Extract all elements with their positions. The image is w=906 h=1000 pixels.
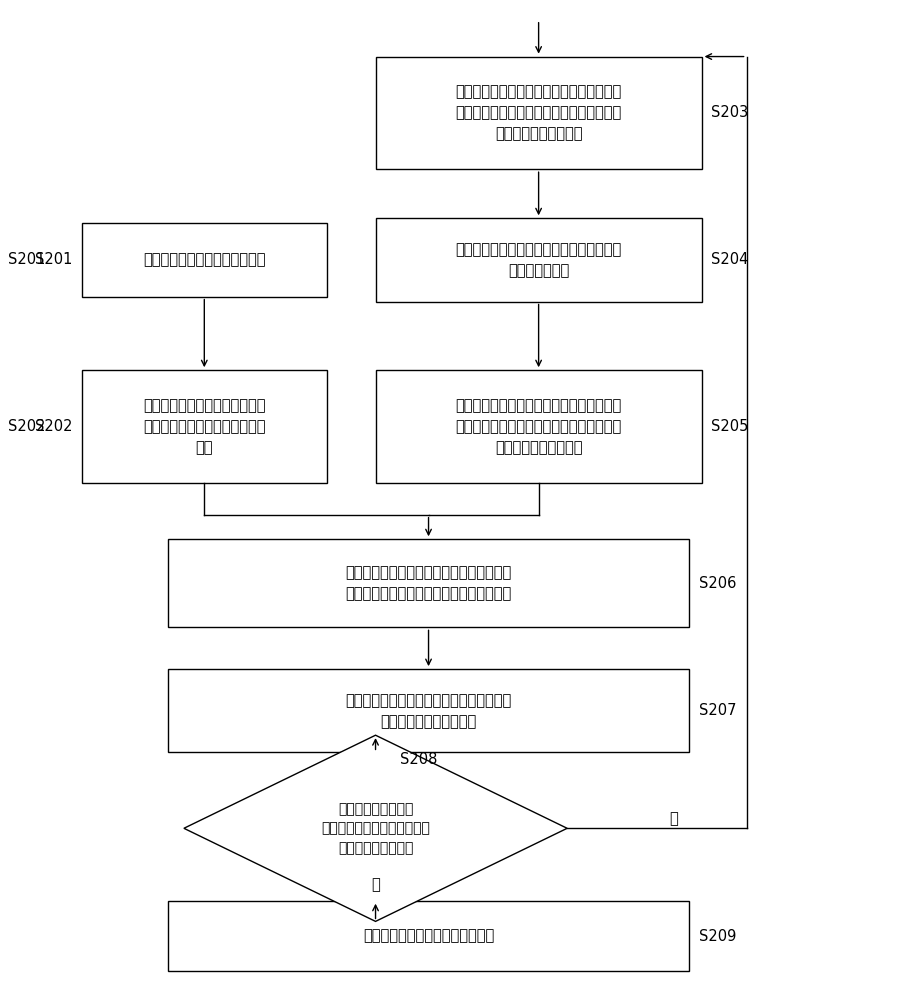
Text: 根据每个单元的风速、每个单元的法向和每
个单元的面积，确定各风力发电机组的叶轮
迎风面的当前等效风速: 根据每个单元的风速、每个单元的法向和每 个单元的面积，确定各风力发电机组的叶轮 … [456, 84, 622, 141]
Text: S202: S202 [34, 419, 72, 434]
Bar [168, 669, 689, 752]
Text: 根据各风力发电机组排布信息，将各风力发
电机组的当前推力对应增加到致动盘网格中: 根据各风力发电机组排布信息，将各风力发 电机组的当前推力对应增加到致动盘网格中 [345, 565, 512, 601]
Bar [375, 57, 701, 169]
Text: 根据预存的流场控制方程，确定各风力发电
机组的当前候选尾流流场: 根据预存的流场控制方程，确定各风力发电 机组的当前候选尾流流场 [345, 693, 512, 729]
Text: S202: S202 [8, 419, 45, 434]
Text: S206: S206 [699, 576, 737, 591]
Text: 确定当前的候选尾流
流场与上一次候选尾流流场的
偏差是否小于预设值: 确定当前的候选尾流 流场与上一次候选尾流流场的 偏差是否小于预设值 [321, 802, 430, 855]
Bar [375, 218, 701, 302]
Bar [82, 370, 326, 483]
Text: S209: S209 [699, 929, 737, 944]
Text: 根据致动盘扇区和预存的各风力
发电机组排布信息，确定致动盘
网格: 根据致动盘扇区和预存的各风力 发电机组排布信息，确定致动盘 网格 [143, 398, 265, 455]
Text: 是: 是 [371, 877, 380, 892]
Bar [168, 901, 689, 971]
Bar [375, 370, 701, 483]
Text: S204: S204 [711, 252, 749, 267]
Polygon shape [184, 735, 567, 921]
Text: S205: S205 [711, 419, 749, 434]
Text: S203: S203 [711, 105, 748, 120]
Text: 根据风频信息，确定致动盘扇区: 根据风频信息，确定致动盘扇区 [143, 252, 265, 267]
Text: 根据各风力发电机组在当前等效风速下的功
率系数、推力系数以及等效风速，确定各风
力发电机组的当前推力: 根据各风力发电机组在当前等效风速下的功 率系数、推力系数以及等效风速，确定各风 … [456, 398, 622, 455]
Bar [168, 539, 689, 627]
Text: S201: S201 [8, 252, 45, 267]
Text: 获取风电场中各风力发电机组的叶轮迎风面
的当前等效风速: 获取风电场中各风力发电机组的叶轮迎风面 的当前等效风速 [456, 242, 622, 278]
Text: S207: S207 [699, 703, 737, 718]
Bar [82, 223, 326, 297]
Text: S201: S201 [34, 252, 72, 267]
Text: 将当前候选尾流流场作为尾流流场: 将当前候选尾流流场作为尾流流场 [363, 929, 494, 944]
Text: S208: S208 [400, 752, 438, 767]
Text: 否: 否 [669, 811, 678, 826]
